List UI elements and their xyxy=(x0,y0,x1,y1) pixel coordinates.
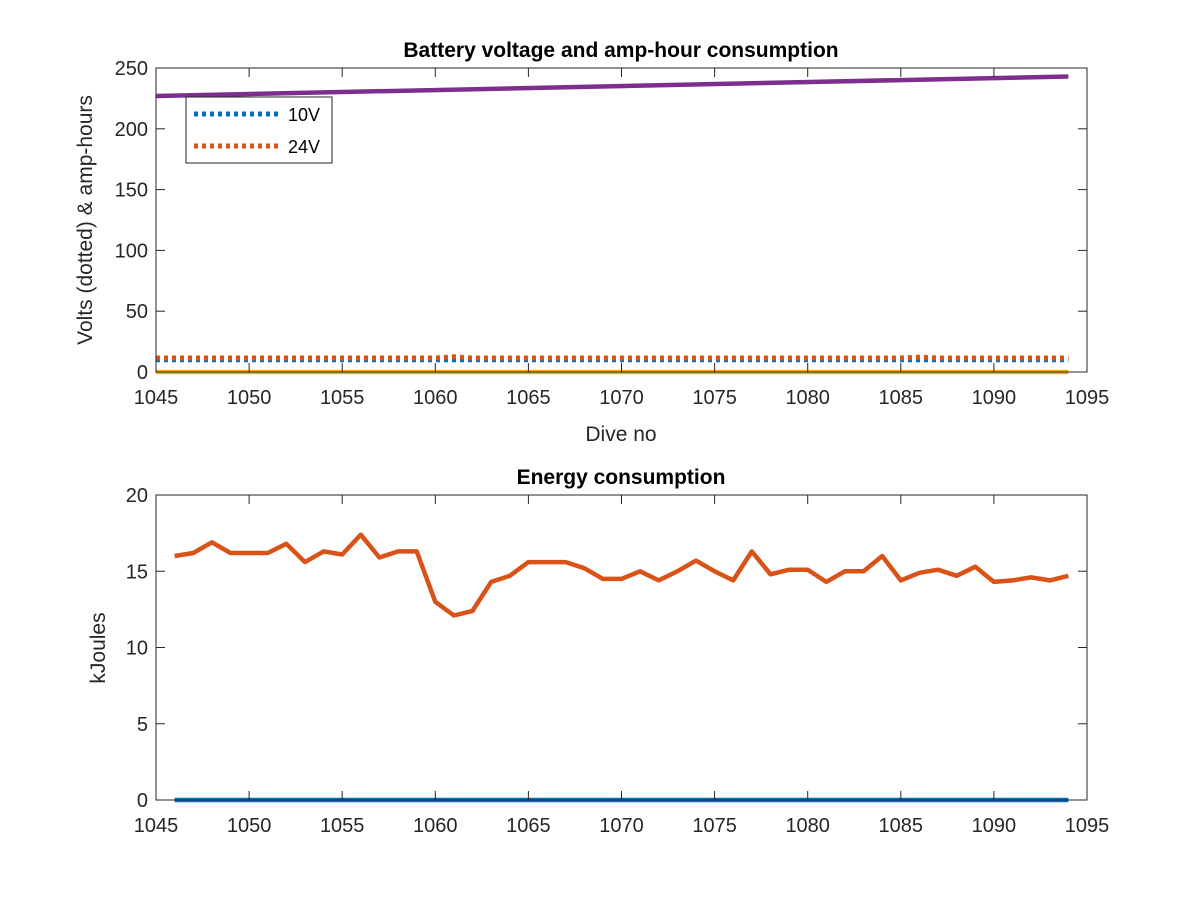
voltage-x-tick-label: 1095 xyxy=(1065,387,1110,409)
energy-y-tick-label: 10 xyxy=(126,638,148,660)
voltage-x-tick-label: 1055 xyxy=(320,387,365,409)
voltage-y-tick-label: 250 xyxy=(115,58,148,80)
energy-y-tick-label: 20 xyxy=(126,485,148,507)
energy-y-tick-label: 0 xyxy=(137,790,148,812)
voltage-y-tick-label: 50 xyxy=(126,301,148,323)
energy-x-tick-label: 1055 xyxy=(320,815,365,837)
voltage-x-tick-label: 1075 xyxy=(692,387,737,409)
voltage-x-tick-label: 1090 xyxy=(972,387,1017,409)
legend-entry-24v: 24V xyxy=(288,137,320,157)
voltage-x-tick-label: 1060 xyxy=(413,387,458,409)
energy-y-tick-label: 15 xyxy=(126,561,148,583)
voltage-series-line-1 xyxy=(156,354,1069,361)
voltage-x-axis-label: Dive no xyxy=(585,423,656,446)
voltage-series-line-3 xyxy=(155,74,1069,99)
energy-x-tick-label: 1060 xyxy=(413,815,458,837)
voltage-y-tick-label: 0 xyxy=(137,362,148,384)
voltage-x-tick-label: 1080 xyxy=(785,387,830,409)
energy-x-tick-label: 1090 xyxy=(972,815,1017,837)
legend-entry-10v: 10V xyxy=(288,105,320,125)
energy-x-tick-label: 1070 xyxy=(599,815,644,837)
energy-x-tick-label: 1075 xyxy=(692,815,737,837)
voltage-y-tick-label: 150 xyxy=(115,180,148,202)
voltage-x-tick-label: 1085 xyxy=(879,387,924,409)
voltage-x-tick-label: 1050 xyxy=(227,387,272,409)
voltage-chart: 1045 1050 1055 1060 1065 1070 1075 1080 1085 1090… xyxy=(74,39,1109,446)
energy-series-line-1 xyxy=(174,532,1069,618)
energy-x-tick-label: 1045 xyxy=(134,815,179,837)
energy-x-tick-label: 1085 xyxy=(879,815,924,837)
energy-y-axis-label: kJoules xyxy=(87,612,110,683)
energy-plot-area xyxy=(156,495,1087,800)
voltage-y-tick-label: 100 xyxy=(115,240,148,262)
energy-x-tick-label: 1080 xyxy=(785,815,830,837)
energy-x-tick-label: 1050 xyxy=(227,815,272,837)
energy-chart: 1045 1050 1055 1060 1065 1070 1075 1080 1085 1090… xyxy=(87,466,1109,837)
voltage-chart-title: Battery voltage and amp-hour consumption xyxy=(403,39,838,62)
legend-box xyxy=(185,96,333,164)
voltage-ticks: 1045 1050 1055 1060 1065 1070 1075 1080 1085 1090… xyxy=(115,58,1110,409)
energy-chart-title: Energy consumption xyxy=(517,466,726,489)
energy-x-tick-label: 1065 xyxy=(506,815,551,837)
energy-ticks: 1045 1050 1055 1060 1065 1070 1075 1080 1085 1090… xyxy=(126,485,1110,837)
voltage-y-axis-label: Volts (dotted) & amp-hours xyxy=(74,95,97,345)
voltage-x-tick-label: 1045 xyxy=(134,387,179,409)
energy-x-tick-label: 1095 xyxy=(1065,815,1110,837)
voltage-x-tick-label: 1070 xyxy=(599,387,644,409)
energy-y-tick-label: 5 xyxy=(137,714,148,736)
voltage-x-tick-label: 1065 xyxy=(506,387,551,409)
voltage-y-tick-label: 200 xyxy=(115,119,148,141)
voltage-legend: 10V 24V xyxy=(185,96,333,164)
